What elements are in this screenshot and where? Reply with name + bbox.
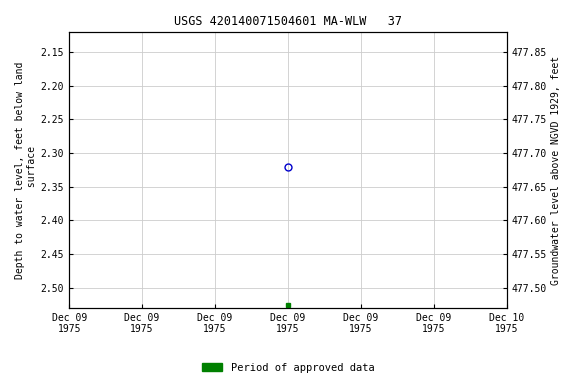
Y-axis label: Groundwater level above NGVD 1929, feet: Groundwater level above NGVD 1929, feet — [551, 55, 561, 285]
Title: USGS 420140071504601 MA-WLW   37: USGS 420140071504601 MA-WLW 37 — [174, 15, 402, 28]
Legend: Period of approved data: Period of approved data — [198, 359, 378, 377]
Y-axis label: Depth to water level, feet below land
 surface: Depth to water level, feet below land su… — [15, 61, 37, 279]
